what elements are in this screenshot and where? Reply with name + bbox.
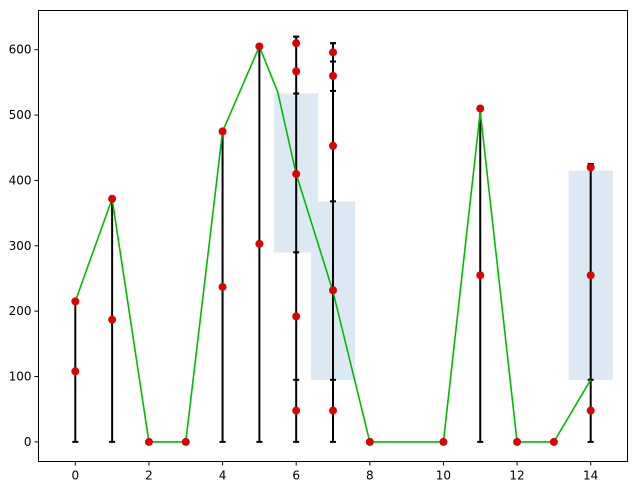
y-tick-label: 500 bbox=[9, 108, 32, 122]
data-point bbox=[292, 39, 301, 48]
y-tick-label: 300 bbox=[9, 239, 32, 253]
data-point bbox=[144, 437, 153, 446]
data-point bbox=[292, 67, 301, 76]
data-point bbox=[108, 194, 117, 203]
data-point bbox=[476, 271, 485, 280]
data-point bbox=[329, 141, 337, 150]
x-axis: 0 2 4 6 8 10 12 14 bbox=[71, 461, 598, 480]
data-point bbox=[255, 239, 264, 248]
x-tick-label: 4 bbox=[219, 469, 227, 480]
data-points bbox=[71, 39, 595, 446]
data-point bbox=[71, 297, 80, 306]
data-point bbox=[218, 127, 227, 136]
data-point bbox=[71, 367, 80, 376]
data-point bbox=[329, 286, 337, 295]
data-point bbox=[439, 437, 448, 446]
x-tick-label: 6 bbox=[292, 469, 300, 480]
data-point bbox=[329, 48, 337, 57]
data-point bbox=[255, 42, 264, 51]
x-tick-label: 2 bbox=[145, 469, 153, 480]
data-point bbox=[586, 163, 595, 172]
x-tick-label: 10 bbox=[436, 469, 451, 480]
data-point bbox=[292, 312, 301, 321]
y-tick-label: 0 bbox=[24, 435, 32, 449]
data-point bbox=[292, 406, 301, 415]
data-point bbox=[218, 282, 227, 291]
data-point bbox=[476, 104, 485, 113]
y-tick-label: 400 bbox=[9, 173, 32, 187]
y-tick-label: 200 bbox=[9, 304, 32, 318]
data-point bbox=[513, 437, 522, 446]
data-point bbox=[108, 315, 117, 324]
x-tick-label: 12 bbox=[509, 469, 524, 480]
plot-frame bbox=[38, 10, 628, 462]
y-tick-label: 600 bbox=[9, 43, 32, 57]
data-point bbox=[586, 271, 595, 280]
data-point bbox=[365, 437, 374, 446]
data-point bbox=[586, 406, 595, 415]
data-point bbox=[181, 437, 190, 446]
data-point bbox=[549, 437, 558, 446]
x-tick-label: 8 bbox=[366, 469, 374, 480]
data-point bbox=[329, 406, 337, 415]
x-tick-label: 14 bbox=[583, 469, 598, 480]
x-tick-label: 0 bbox=[71, 469, 79, 480]
y-tick-label: 100 bbox=[9, 370, 32, 384]
data-point bbox=[329, 71, 337, 80]
y-axis: 0 100 200 300 400 500 600 bbox=[9, 43, 39, 449]
data-point bbox=[292, 169, 301, 178]
